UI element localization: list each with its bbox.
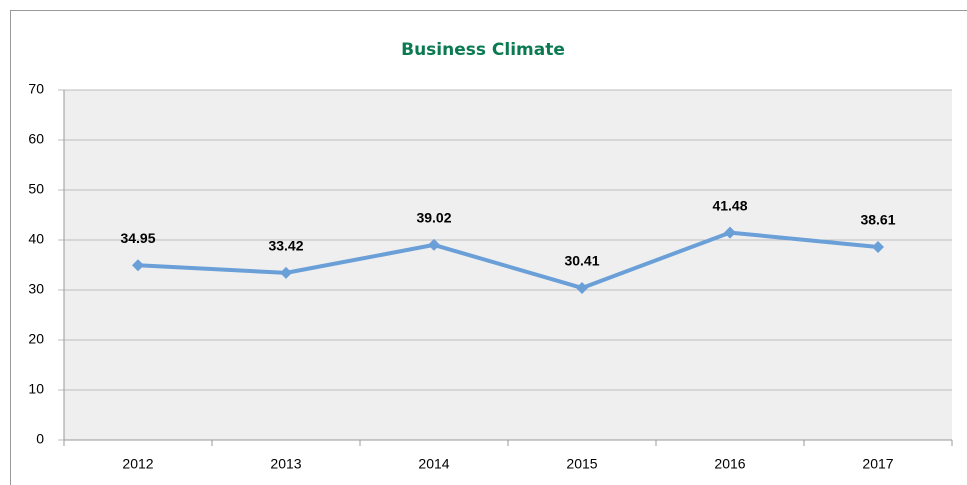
marker xyxy=(428,238,440,251)
y-tick-label: 30 xyxy=(28,281,44,297)
y-tick-label: 20 xyxy=(28,331,44,347)
data-label: 38.61 xyxy=(860,212,895,228)
y-tick-label: 0 xyxy=(36,431,44,447)
data-label: 33.42 xyxy=(268,238,303,254)
data-label: 34.95 xyxy=(120,230,155,246)
x-tick-label: 2015 xyxy=(566,456,597,472)
x-tick-label: 2014 xyxy=(418,456,449,472)
data-label: 41.48 xyxy=(712,197,747,213)
x-tick-label: 2012 xyxy=(122,456,153,472)
y-tick-label: 10 xyxy=(28,381,44,397)
x-tick-label: 2013 xyxy=(270,456,301,472)
x-tick-label: 2017 xyxy=(862,456,893,472)
data-label: 39.02 xyxy=(416,210,451,226)
y-tick-label: 60 xyxy=(28,131,44,147)
marker xyxy=(132,259,144,272)
line xyxy=(137,230,879,290)
y-tick-label: 40 xyxy=(28,231,44,247)
x-tick-label: 2016 xyxy=(714,456,745,472)
marker xyxy=(724,226,736,239)
marker xyxy=(576,281,588,294)
marker xyxy=(872,240,884,253)
marker xyxy=(280,266,292,279)
y-tick-label: 50 xyxy=(28,181,44,197)
data-label: 30.41 xyxy=(564,253,599,269)
y-tick-label: 70 xyxy=(28,81,44,97)
chart-title: Business Climate xyxy=(401,40,565,60)
